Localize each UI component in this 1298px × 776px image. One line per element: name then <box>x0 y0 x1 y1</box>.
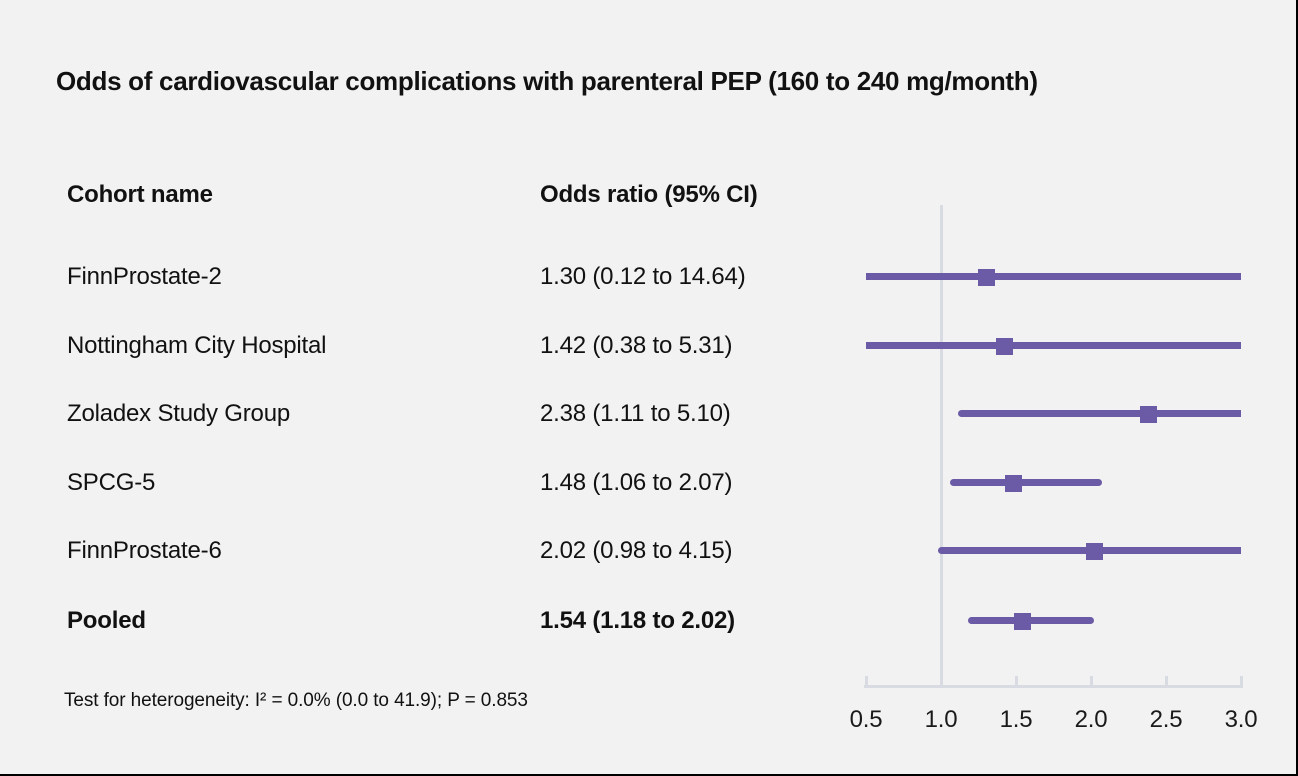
column-header-cohort: Cohort name <box>67 181 213 208</box>
confidence-interval-line <box>866 273 1241 280</box>
axis-tick-label: 2.5 <box>1149 706 1183 733</box>
odds-ratio-value: 1.30 (0.12 to 14.64) <box>540 263 746 290</box>
axis-baseline <box>864 685 1243 688</box>
axis-tick-label: 2.0 <box>1074 706 1108 733</box>
axis-tick <box>1015 676 1018 686</box>
confidence-interval-line <box>968 617 1094 624</box>
axis-tick-label: 1.0 <box>924 706 958 733</box>
odds-ratio-value: 2.38 (1.11 to 5.10) <box>540 400 731 427</box>
cohort-name: Nottingham City Hospital <box>67 332 327 359</box>
axis-tick-label: 0.5 <box>849 706 883 733</box>
odds-ratio-value: 1.48 (1.06 to 2.07) <box>540 469 733 496</box>
cohort-name: FinnProstate-2 <box>67 263 222 290</box>
odds-ratio-marker <box>1004 474 1022 492</box>
axis-tick <box>865 676 868 686</box>
cohort-name: SPCG-5 <box>67 469 156 496</box>
odds-ratio-value: 1.54 (1.18 to 2.02) <box>540 607 735 634</box>
confidence-interval-line <box>957 410 1241 417</box>
axis-tick <box>1165 676 1168 686</box>
odds-ratio-marker <box>1139 405 1157 423</box>
confidence-interval-line <box>950 479 1102 486</box>
axis-tick-label: 1.5 <box>999 706 1033 733</box>
odds-ratio-value: 2.02 (0.98 to 4.15) <box>540 537 733 564</box>
odds-ratio-value: 1.42 (0.38 to 5.31) <box>540 332 733 359</box>
reference-line <box>940 205 943 687</box>
odds-ratio-marker <box>977 268 995 286</box>
axis-tick <box>1090 676 1093 686</box>
column-header-odds-ratio: Odds ratio (95% CI) <box>540 181 758 208</box>
confidence-interval-line <box>866 342 1241 349</box>
cohort-name: FinnProstate-6 <box>67 537 222 564</box>
odds-ratio-marker <box>1085 542 1103 560</box>
cohort-name: Pooled <box>67 607 146 634</box>
axis-tick <box>1240 676 1243 686</box>
chart-title: Odds of cardiovascular complications wit… <box>56 66 1038 96</box>
odds-ratio-marker <box>1013 612 1031 630</box>
odds-ratio-marker <box>995 337 1013 355</box>
cohort-name: Zoladex Study Group <box>67 400 290 427</box>
axis-tick-label: 3.0 <box>1224 706 1258 733</box>
axis-tick <box>940 676 943 686</box>
heterogeneity-note: Test for heterogeneity: I² = 0.0% (0.0 t… <box>64 690 528 711</box>
